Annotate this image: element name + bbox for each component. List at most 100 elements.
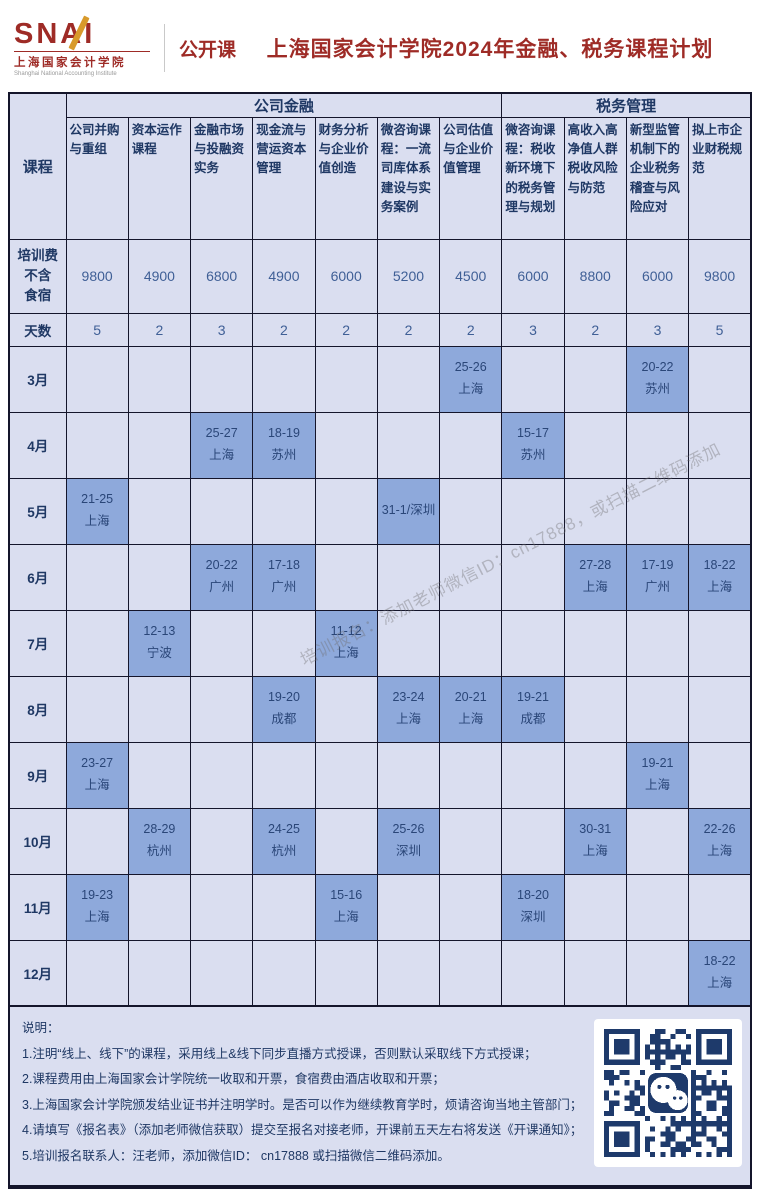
schedule-cell-empty	[688, 675, 752, 743]
schedule-cell-empty	[439, 741, 503, 809]
schedule-cell-empty	[127, 675, 192, 743]
course-name: 微咨询课程：一流司库体系建设与实务案例	[376, 116, 441, 240]
schedule-cell-filled: 18-22 上海	[688, 939, 752, 1007]
schedule-cell-empty	[439, 939, 503, 1007]
schedule-table-body: 课程 公司金融 税务管理 公司并购与重组 资本运作课程 金融市场与投融资实务 现金流与营运资…	[8, 92, 752, 1007]
schedule-cell-filled: 19-21 上海	[625, 741, 690, 809]
schedule-cell-empty	[376, 345, 441, 413]
fee-cell: 6800	[190, 238, 254, 314]
note-item: 5.培训报名联系人：汪老师，添加微信ID： cn17888 或扫描微信二维码添加…	[22, 1148, 450, 1163]
snai-logo-en: Shanghai National Accounting Institute	[14, 71, 117, 77]
course-name: 拟上市企业财税规范	[688, 116, 752, 240]
page-title: 上海国家会计学院2024年金融、税务课程计划	[266, 38, 714, 61]
schedule-cell-empty	[190, 873, 254, 941]
days-row-label: 天数	[8, 312, 67, 347]
snai-logo: SNAI 上海国家会计学院 Shanghai National Accounti…	[14, 15, 150, 77]
schedule-cell-empty	[376, 873, 441, 941]
schedule-cell-filled: 25-27 上海	[190, 411, 254, 479]
schedule-cell-empty	[252, 873, 316, 941]
header-divider	[164, 24, 165, 72]
schedule-cell-empty	[314, 477, 378, 545]
days-cell: 2	[252, 312, 316, 347]
fee-cell: 9800	[65, 238, 129, 314]
schedule-cell-empty	[625, 939, 690, 1007]
schedule-cell-filled: 21-25 上海	[65, 477, 129, 545]
schedule-cell-filled: 20-22 广州	[190, 543, 254, 611]
group-header-finance: 公司金融	[65, 92, 503, 118]
schedule-cell-empty	[127, 477, 192, 545]
schedule-cell-filled: 18-22 上海	[688, 543, 752, 611]
schedule-cell-filled: 18-19 苏州	[252, 411, 316, 479]
fee-cell: 6000	[501, 238, 565, 314]
public-course-tag: 公开课	[179, 39, 237, 61]
month-label: 5月	[8, 477, 67, 545]
corner-course-label: 课程	[8, 92, 67, 240]
schedule-cell-filled: 17-19 广州	[625, 543, 690, 611]
schedule-cell-empty	[625, 609, 690, 677]
schedule-cell-empty	[563, 345, 627, 413]
schedule-cell-empty	[688, 411, 752, 479]
note-item: 3.上海国家会计学院颁发结业证书并注明学时。是否可以作为继续教育学时，烦请咨询当…	[22, 1097, 583, 1112]
fee-cell: 5200	[376, 238, 441, 314]
days-cell: 3	[625, 312, 690, 347]
schedule-cell-empty	[252, 939, 316, 1007]
schedule-cell-filled: 19-21 成都	[501, 675, 565, 743]
days-cell: 2	[563, 312, 627, 347]
schedule-cell-empty	[127, 345, 192, 413]
fee-row-label: 培训费 不含 食宿	[8, 238, 67, 314]
schedule-cell-empty	[501, 345, 565, 413]
course-name: 微咨询课程：税收新环境下的税务管理与规划	[501, 116, 565, 240]
schedule-cell-filled: 25-26 上海	[439, 345, 503, 413]
qr-svg	[604, 1029, 732, 1157]
schedule-cell-empty	[190, 609, 254, 677]
schedule-cell-empty	[376, 939, 441, 1007]
schedule-cell-empty	[501, 741, 565, 809]
page-header: SNAI 上海国家会计学院 Shanghai National Accounti…	[0, 0, 760, 92]
notes-section: 说明： 1.注明“线上、线下”的课程，采用线上&线下同步直播方式授课，否则默认采…	[8, 1005, 752, 1189]
month-label: 3月	[8, 345, 67, 413]
course-name: 财务分析与企业价值创造	[314, 116, 378, 240]
fee-cell: 8800	[563, 238, 627, 314]
schedule-cell-empty	[314, 675, 378, 743]
schedule-cell-filled: 18-20 深圳	[501, 873, 565, 941]
course-name: 公司估值与企业价值管理	[439, 116, 503, 240]
course-name: 资本运作课程	[127, 116, 192, 240]
course-name: 现金流与营运资本管理	[252, 116, 316, 240]
schedule-cell-empty	[65, 939, 129, 1007]
fee-cell: 6000	[314, 238, 378, 314]
schedule-cell-empty	[688, 609, 752, 677]
schedule-cell-empty	[127, 741, 192, 809]
days-cell: 2	[127, 312, 192, 347]
schedule-cell-filled: 17-18 广州	[252, 543, 316, 611]
month-label: 6月	[8, 543, 67, 611]
schedule-cell-filled: 23-27 上海	[65, 741, 129, 809]
notes-title: 说明：	[22, 1021, 60, 1035]
schedule-cell-empty	[501, 939, 565, 1007]
schedule-cell-filled: 24-25 杭州	[252, 807, 316, 875]
schedule-cell-empty	[314, 807, 378, 875]
schedule-cell-empty	[314, 939, 378, 1007]
schedule-cell-filled: 25-26 深圳	[376, 807, 441, 875]
schedule-cell-filled: 20-21 上海	[439, 675, 503, 743]
schedule-cell-empty	[65, 609, 129, 677]
schedule-cell-empty	[563, 411, 627, 479]
schedule-cell-empty	[625, 411, 690, 479]
schedule-cell-empty	[501, 543, 565, 611]
schedule-cell-empty	[563, 939, 627, 1007]
days-cell: 3	[190, 312, 254, 347]
schedule-cell-empty	[501, 609, 565, 677]
month-label: 7月	[8, 609, 67, 677]
schedule-cell-empty	[252, 741, 316, 809]
schedule-cell-empty	[252, 345, 316, 413]
days-cell: 5	[65, 312, 129, 347]
days-cell: 2	[314, 312, 378, 347]
fee-cell: 6000	[625, 238, 690, 314]
schedule-cell-empty	[65, 807, 129, 875]
schedule-cell-filled: 23-24 上海	[376, 675, 441, 743]
schedule-cell-empty	[190, 741, 254, 809]
schedule-cell-empty	[625, 477, 690, 545]
schedule-cell-empty	[625, 675, 690, 743]
month-label: 9月	[8, 741, 67, 809]
schedule-cell-empty	[688, 477, 752, 545]
